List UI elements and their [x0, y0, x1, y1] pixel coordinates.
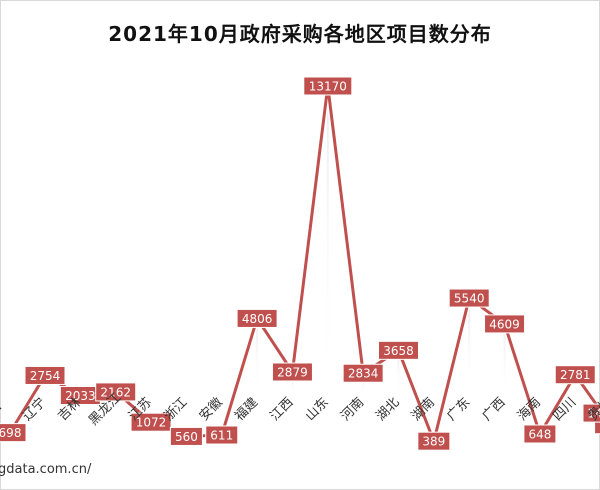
x-tick-label: 广东 [444, 395, 473, 424]
data-label: 2162 [95, 382, 137, 402]
chart-title: 2021年10月政府采购各地区项目数分布 [108, 22, 492, 46]
drop-line [326, 86, 329, 395]
drop-line [574, 374, 577, 395]
x-tick-label: 河南 [337, 394, 367, 424]
svg-text:13170: 13170 [309, 80, 347, 94]
svg-text:560: 560 [175, 430, 198, 444]
drop-line [468, 298, 471, 395]
data-label-clipped-right: 14 [582, 403, 600, 423]
svg-text:4609: 4609 [489, 317, 520, 331]
drop-line [44, 375, 46, 395]
series-line-segment [8, 374, 47, 434]
svg-text:3658: 3658 [383, 344, 414, 358]
x-tick-label: 海南 [514, 394, 544, 424]
x-tick-label: 山东 [303, 395, 332, 424]
data-label: 2781 [554, 365, 596, 385]
data-label: 4806 [236, 308, 278, 328]
data-label: 1072 [130, 412, 172, 432]
x-tick-label: … [0, 400, 5, 420]
source-url: gdata.com.cn/ [0, 462, 92, 477]
drop-line [291, 371, 294, 395]
x-tick-label: 福建 [232, 395, 261, 424]
data-label: 4609 [484, 314, 526, 334]
svg-text:2834: 2834 [348, 367, 379, 381]
drop-line [362, 373, 365, 395]
svg-text:2754: 2754 [30, 369, 61, 383]
svg-text:2033: 2033 [65, 389, 96, 403]
data-label: 560 [169, 426, 203, 446]
x-tick-label: 广西 [480, 395, 509, 424]
svg-text:2781: 2781 [560, 368, 591, 382]
data-label: 2879 [271, 362, 313, 382]
svg-text:611: 611 [210, 429, 233, 443]
svg-text:4806: 4806 [242, 312, 273, 326]
data-label: 3658 [378, 340, 419, 360]
data-label: 611 [205, 425, 239, 445]
data-label: 2754 [24, 365, 66, 385]
x-tick-label: 湖北 [374, 395, 403, 424]
drop-line [503, 323, 506, 395]
svg-text:14: 14 [587, 407, 600, 421]
x-tick-label: 四川 [550, 395, 579, 424]
data-label-clipped-left: 698 [0, 423, 27, 443]
svg-text:2162: 2162 [100, 385, 131, 399]
data-label: 2834 [342, 363, 384, 383]
data-label: 13170 [303, 76, 353, 96]
drop-line [256, 318, 259, 395]
x-tick-label: 安徽 [197, 395, 226, 424]
data-label: 5540 [448, 288, 490, 308]
data-label: 648 [523, 424, 557, 444]
data-label: 389 [417, 431, 451, 451]
x-tick-label: 湖南 [408, 394, 438, 424]
svg-text:698: 698 [0, 426, 21, 440]
svg-text:648: 648 [528, 427, 551, 441]
drop-line [397, 350, 400, 395]
svg-text:2879: 2879 [277, 365, 308, 379]
x-tick-label: 辽宁 [19, 394, 49, 424]
svg-text:1072: 1072 [136, 416, 167, 430]
svg-text:5540: 5540 [454, 292, 485, 306]
svg-text:389: 389 [422, 435, 445, 449]
x-tick-label: 江西 [267, 395, 296, 424]
data-label: 2033 [59, 386, 101, 406]
